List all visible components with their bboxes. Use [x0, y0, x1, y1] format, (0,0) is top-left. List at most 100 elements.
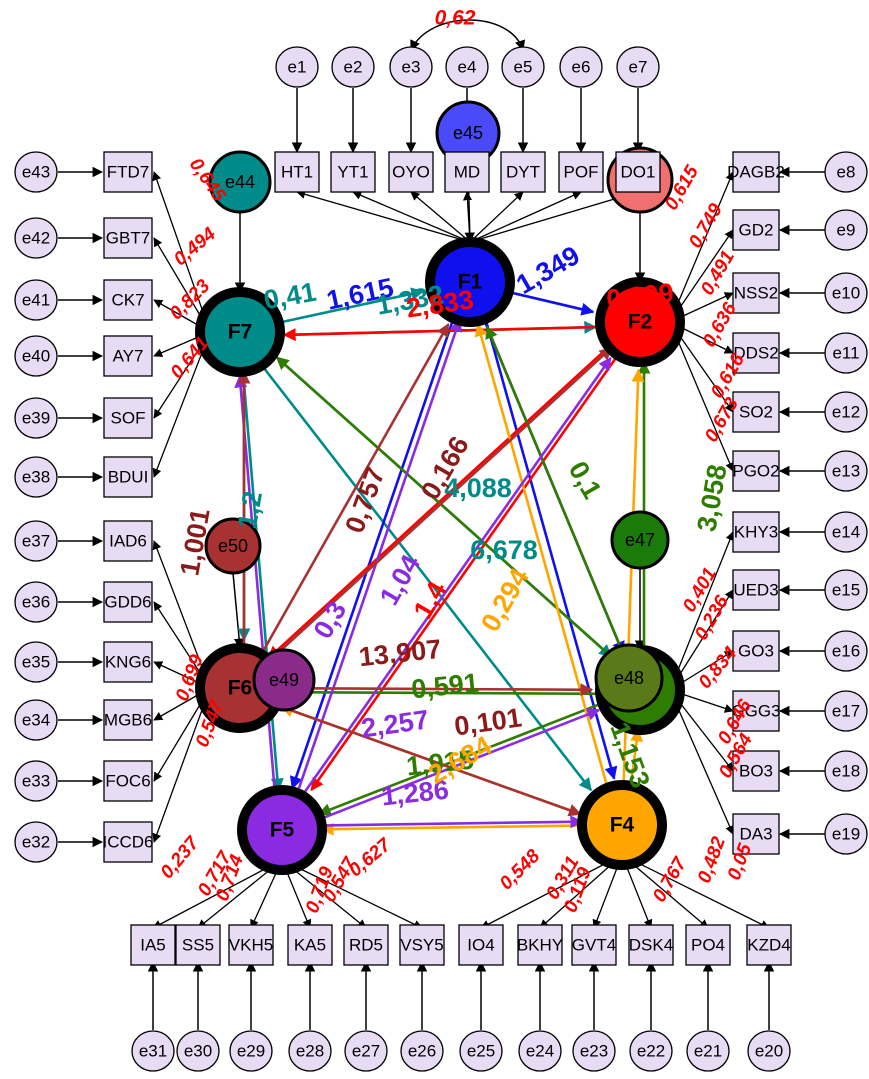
obs-NSS2-label: NSS2	[734, 284, 778, 303]
obs-VKH5-label: VKH5	[229, 936, 273, 955]
obs-FTD7-label: FTD7	[107, 163, 150, 182]
path-F5-F3	[318, 708, 601, 821]
obs-NSS2	[732, 272, 780, 314]
path-F2-F6	[267, 348, 608, 660]
obs-CK7	[103, 279, 153, 321]
error-e23	[572, 1030, 616, 1072]
obs-YT1	[330, 151, 376, 193]
disturbance-e50-label: e50	[218, 536, 248, 556]
error-e10	[824, 272, 868, 314]
error-e40	[14, 335, 58, 377]
nodes: F1F2F3F4F5F6F7e44e45e46e47e48e49e50HT1YT…	[14, 46, 868, 1072]
obs-SOF-label: SOF	[111, 409, 146, 428]
error-e7-label: e7	[629, 58, 648, 77]
factor-F4	[577, 780, 667, 870]
loading-coefficient: 0,548	[496, 845, 545, 894]
path-coefficient: 6,678	[470, 535, 538, 565]
obs-GDD6	[103, 581, 153, 623]
obs-KZD4-label: KZD4	[747, 936, 790, 955]
disturbance-e50	[204, 517, 262, 575]
loading-F5-VSY5	[281, 859, 423, 929]
factor-F1-label: F1	[458, 271, 483, 294]
error-e33	[14, 760, 58, 802]
error-e13-label: e13	[832, 462, 860, 481]
error-e17	[824, 690, 868, 732]
error-e20	[747, 1030, 791, 1072]
obs-POF-label: POF	[564, 163, 599, 182]
factor-F6-label: F6	[228, 677, 253, 700]
error-e13	[824, 450, 868, 492]
obs-DDS2-label: DDS2	[733, 344, 778, 363]
obs-HT1-label: HT1	[281, 163, 313, 182]
structural-paths	[234, 287, 651, 836]
obs-DO1-label: DO1	[621, 163, 656, 182]
path-F6-F4	[277, 704, 582, 817]
obs-BKHY-label: BKHY	[517, 936, 563, 955]
obs-GVT4-label: GVT4	[572, 936, 616, 955]
error-e18-label: e18	[832, 762, 860, 781]
error-e43	[14, 151, 58, 193]
path-coefficient: 0,294	[475, 563, 535, 637]
disturbance-e47	[610, 510, 670, 570]
loading-coefficient: 0,237	[157, 832, 205, 883]
loading-F5-IA5	[152, 859, 283, 929]
path-F6-F1	[258, 323, 450, 658]
obs-HT1	[274, 151, 320, 193]
error-e6	[559, 46, 603, 88]
obs-GGG3	[732, 690, 780, 732]
obs-OYO-label: OYO	[392, 163, 430, 182]
obs-MGB6-label: MGB6	[104, 711, 152, 730]
obs-IO4-label: IO4	[467, 936, 494, 955]
path-F4-F3	[629, 728, 644, 782]
path-coefficient: 2,257	[359, 704, 430, 743]
path-coefficient: 0,101	[452, 702, 523, 741]
obs-GO3-label: GO3	[738, 642, 774, 661]
obs-DAGB2-label: DAGB2	[727, 163, 785, 182]
path-F6-F3	[275, 683, 594, 697]
obs-VKH5	[228, 924, 274, 966]
arrow-e50-F6	[232, 572, 245, 650]
path-coefficient: 0,699	[605, 278, 675, 315]
obs-PGO2	[732, 450, 780, 492]
disturbance-e48	[594, 643, 664, 713]
error-e8-label: e8	[837, 163, 856, 182]
obs-GD2	[732, 209, 780, 251]
error-e23-label: e23	[580, 1042, 608, 1061]
obs-MD-label: MD	[454, 163, 480, 182]
path-F3-F1	[485, 325, 626, 658]
error-e26-label: e26	[408, 1042, 436, 1061]
obs-DSK4	[628, 924, 674, 966]
error-e30	[176, 1030, 220, 1072]
disturbance-e44	[208, 150, 272, 214]
obs-KNG6	[103, 641, 153, 683]
error-e12-label: e12	[832, 403, 860, 422]
error-e31	[131, 1030, 175, 1072]
loading-F3-KHY3	[669, 531, 735, 691]
path-F3-F6	[282, 685, 601, 699]
loading-F7-BDUI	[152, 331, 211, 478]
obs-KZD4	[746, 924, 792, 966]
error-e16-label: e16	[832, 642, 860, 661]
obs-RD5	[343, 924, 389, 966]
error-e17-label: e17	[832, 702, 860, 721]
loading-F4-IO4	[480, 854, 623, 929]
obs-ICCD6	[103, 821, 153, 863]
factor-F2	[595, 277, 685, 367]
obs-GBT7-label: GBT7	[106, 229, 150, 248]
error-e22-label: e22	[637, 1042, 665, 1061]
obs-IAD6	[103, 520, 153, 562]
error-e31-label: e31	[139, 1042, 167, 1061]
path-F5-F1	[297, 318, 463, 789]
obs-GBT7	[103, 217, 153, 259]
obs-IAD6-label: IAD6	[109, 532, 147, 551]
error-e20-label: e20	[755, 1042, 783, 1061]
disturbance-e48-label: e48	[614, 668, 644, 688]
obs-GO3	[732, 630, 780, 672]
path-F1-F4	[483, 316, 618, 780]
error-e24-label: e24	[526, 1042, 554, 1061]
error-e35-label: e35	[22, 653, 50, 672]
error-e7	[616, 46, 660, 88]
error-e9-label: e9	[837, 221, 856, 240]
error-e27-label: e27	[352, 1042, 380, 1061]
obs-VSY5-label: VSY5	[400, 936, 443, 955]
